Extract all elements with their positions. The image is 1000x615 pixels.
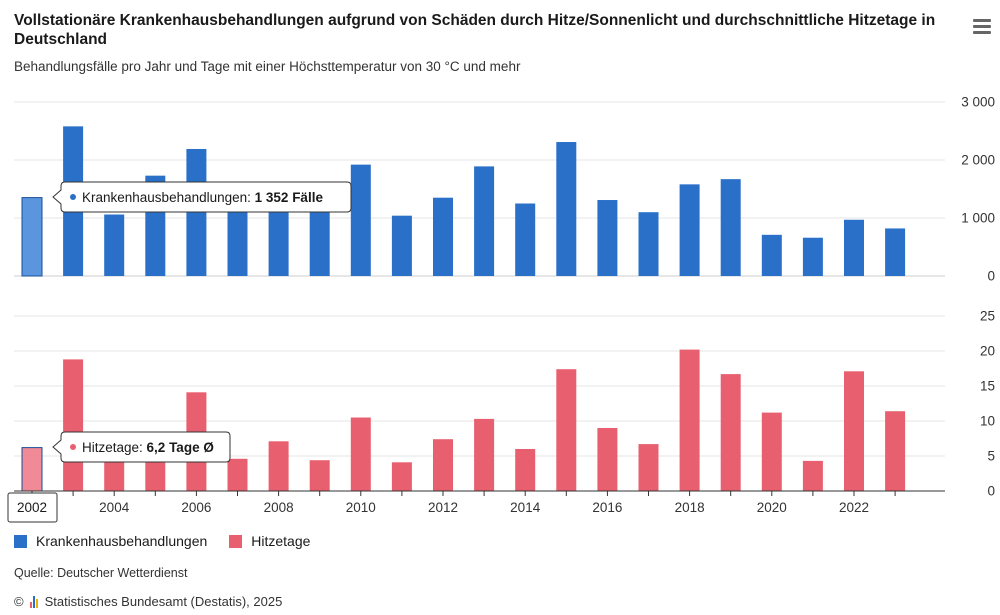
chart-title: Vollstationäre Krankenhausbehandlungen a… [14, 12, 936, 48]
y-tick-label: 2 000 [961, 153, 995, 168]
tooltip-krankenhausbehandlungen-dot [70, 194, 76, 200]
bar-krankenhausbehandlungen[interactable] [104, 214, 125, 276]
bar-krankenhausbehandlungen[interactable] [21, 197, 43, 277]
tooltip-hitzetage-dot [70, 444, 76, 450]
chart-area: 0 1 000 2 000 3 000 0 5 10 15 20 25 2004 2006 2008 20… [7, 95, 995, 523]
x-tick-label: 2008 [264, 500, 294, 515]
tooltip-krankenhausbehandlungen-label: Krankenhausbehandlungen: [82, 190, 255, 205]
bar-hitzetage[interactable] [63, 359, 84, 491]
bar-hitzetage[interactable] [515, 449, 536, 491]
x-tick-label: 2012 [428, 500, 458, 515]
legend-swatch-red [229, 534, 243, 548]
y-tick-label: 25 [980, 309, 995, 324]
tooltip-hitzetage-text: Hitzetage: 6,2 Tage Ø [82, 440, 214, 455]
y-tick-label: 10 [980, 414, 995, 429]
copyright: © Statistisches Bundesamt (Destatis), 20… [14, 594, 282, 609]
bar-krankenhausbehandlungen[interactable] [556, 142, 577, 276]
bar-krankenhausbehandlungen[interactable] [474, 166, 495, 276]
tooltip-krankenhausbehandlungen-box [52, 181, 352, 213]
bar-hitzetage[interactable] [391, 462, 412, 491]
bar-hitzetage[interactable] [844, 371, 864, 491]
tooltip-hitzetage-value: 6,2 Tage Ø [147, 440, 214, 455]
bar-hitzetage[interactable] [638, 444, 659, 491]
bar-krankenhausbehandlungen[interactable] [433, 197, 453, 276]
x-tick-label: 2018 [675, 500, 705, 515]
bar-krankenhausbehandlungen[interactable] [638, 212, 659, 276]
y-tick-label: 3 000 [961, 95, 995, 110]
x-tick-label: 2014 [510, 500, 541, 515]
bar-hitzetage[interactable] [720, 374, 741, 491]
hamburger-menu-icon[interactable] [973, 19, 993, 35]
bar-hitzetage[interactable] [309, 460, 330, 491]
tooltip-hitzetage-box [52, 431, 231, 463]
bar-krankenhausbehandlungen[interactable] [350, 164, 371, 276]
bar-hitzetage[interactable] [145, 456, 166, 491]
y-tick-label: 0 [987, 269, 995, 284]
bar-hitzetage[interactable] [802, 460, 823, 491]
bar-hitzetage[interactable] [433, 439, 453, 491]
bar-krankenhausbehandlungen[interactable] [679, 184, 700, 276]
tooltip-krankenhausbehandlungen-value: 1 352 Fälle [255, 190, 324, 205]
bar-hitzetage[interactable] [679, 349, 700, 491]
bar-krankenhausbehandlungen[interactable] [844, 219, 864, 276]
bar-hitzetage[interactable] [885, 411, 906, 491]
copyright-text: Statistisches Bundesamt (Destatis), 2025 [44, 594, 283, 609]
y-tick-label: 0 [987, 484, 995, 499]
source-note: Quelle: Deutscher Wetterdienst [14, 566, 188, 580]
x-tick-label: 2022 [839, 500, 869, 515]
y-tick-label: 5 [987, 449, 995, 464]
bar-krankenhausbehandlungen[interactable] [761, 234, 782, 276]
legend-label: Krankenhausbehandlungen [36, 533, 208, 549]
x-tick-label: 2020 [757, 500, 787, 515]
x-tick-label: 2016 [592, 500, 622, 515]
bar-hitzetage[interactable] [104, 457, 125, 491]
bar-hitzetage[interactable] [597, 428, 618, 491]
bar-krankenhausbehandlungen[interactable] [802, 237, 823, 276]
x-tick-label: 2010 [346, 500, 376, 515]
y-tick-label: 20 [980, 344, 995, 359]
bar-krankenhausbehandlungen[interactable] [597, 200, 618, 276]
legend-item-krankenhausbehandlungen[interactable]: Krankenhausbehandlungen [14, 533, 207, 549]
destatis-logo-icon [29, 595, 38, 608]
bar-krankenhausbehandlungen[interactable] [309, 208, 330, 276]
bar-krankenhausbehandlungen[interactable] [391, 215, 412, 276]
x-tick-label: 2004 [99, 500, 130, 515]
bar-hitzetage[interactable] [474, 418, 495, 491]
legend-item-hitzetage[interactable]: Hitzetage [229, 533, 310, 549]
legend-swatch-blue [14, 534, 27, 548]
bar-hitzetage[interactable] [556, 369, 577, 491]
bar-krankenhausbehandlungen[interactable] [720, 179, 741, 276]
copyright-symbol: © [14, 594, 24, 609]
legend-label: Hitzetage [251, 533, 311, 549]
bar-hitzetage[interactable] [21, 447, 43, 492]
y-tick-label: 1 000 [961, 211, 995, 226]
bar-krankenhausbehandlungen[interactable] [885, 228, 906, 276]
bar-hitzetage[interactable] [761, 412, 782, 491]
bar-krankenhausbehandlungen[interactable] [268, 206, 289, 276]
y-tick-label: 15 [980, 379, 995, 394]
tooltip-krankenhausbehandlungen-text: Krankenhausbehandlungen: 1 352 Fälle [82, 190, 323, 205]
bar-krankenhausbehandlungen[interactable] [227, 203, 248, 277]
x-highlight-label: 2002 [17, 500, 47, 515]
bar-hitzetage[interactable] [350, 417, 371, 492]
x-tick-label: 2006 [181, 500, 211, 515]
tooltip-hitzetage-label: Hitzetage: [82, 440, 147, 455]
bar-krankenhausbehandlungen[interactable] [515, 203, 536, 277]
x-highlight-box [7, 492, 58, 523]
chart-subtitle: Behandlungsfälle pro Jahr und Tage mit e… [14, 59, 521, 74]
bar-hitzetage[interactable] [227, 458, 248, 491]
bar-hitzetage[interactable] [268, 441, 289, 491]
legend: Krankenhausbehandlungen Hitzetage [14, 533, 310, 549]
